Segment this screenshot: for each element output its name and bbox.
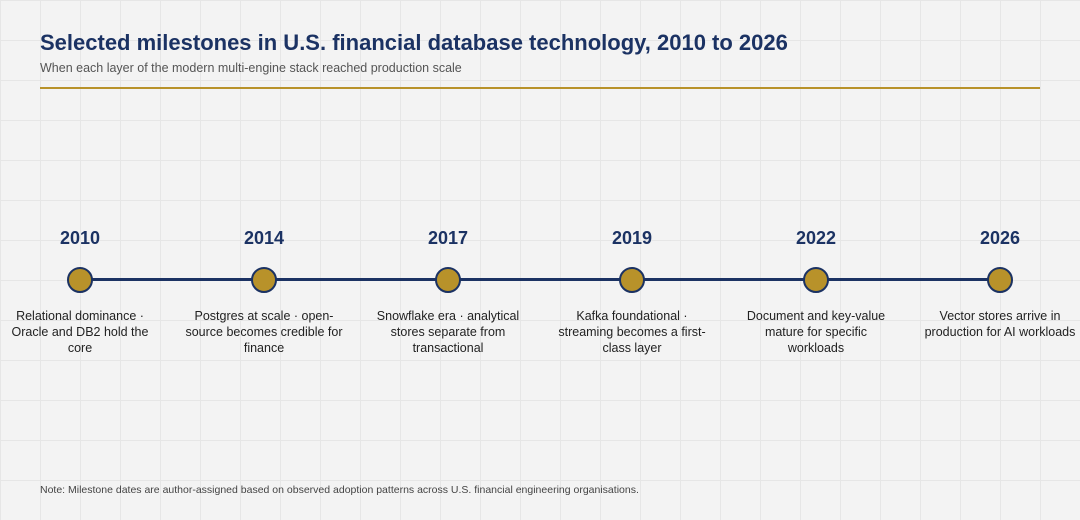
title-divider xyxy=(40,87,1040,89)
footnote: Note: Milestone dates are author-assigne… xyxy=(40,484,639,496)
milestone-description: Postgres at scale · open-source becomes … xyxy=(185,309,343,355)
milestone-marker xyxy=(619,267,645,293)
milestone-description: Snowflake era · analytical stores separa… xyxy=(376,309,520,355)
milestone-description: Vector stores arrive in production for A… xyxy=(924,309,1076,339)
milestone-description: Relational dominance · Oracle and DB2 ho… xyxy=(11,309,149,355)
milestone-marker xyxy=(435,267,461,293)
milestone-year: 2010 xyxy=(59,228,101,248)
timeline: 2010 Relational dominance · Oracle and D… xyxy=(0,220,1080,370)
milestone-year: 2017 xyxy=(427,228,469,248)
milestone-year: 2019 xyxy=(611,228,653,248)
page-title: Selected milestones in U.S. financial da… xyxy=(40,30,788,55)
milestone-marker xyxy=(987,267,1013,293)
milestone-description: Document and key-value mature for specif… xyxy=(746,309,886,355)
milestone-year: 2014 xyxy=(243,228,285,248)
milestone-marker xyxy=(803,267,829,293)
page-subtitle: When each layer of the modern multi-engi… xyxy=(40,61,462,75)
milestone-marker xyxy=(251,267,277,293)
milestone-year: 2022 xyxy=(795,228,837,248)
timeline-line xyxy=(80,278,1000,281)
milestone-year: 2026 xyxy=(979,228,1021,248)
milestone-marker xyxy=(67,267,93,293)
milestone-description: Kafka foundational · streaming becomes a… xyxy=(558,309,706,355)
